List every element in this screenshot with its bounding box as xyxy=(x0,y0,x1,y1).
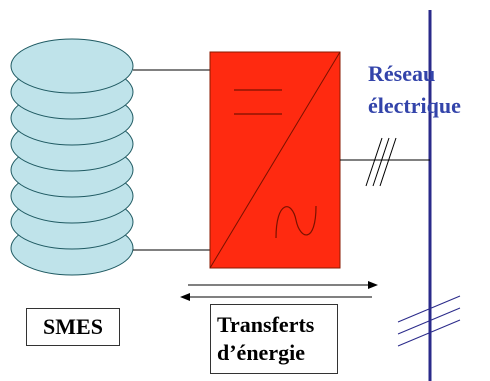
energy-transfer-label-line2: d’énergie xyxy=(217,340,305,365)
three-phase-marks-grid xyxy=(397,295,461,347)
three-phase-marks-upper xyxy=(365,137,397,187)
converter-block xyxy=(209,51,341,269)
grid-label-line1: Réseau xyxy=(368,61,436,86)
energy-transfer-arrows xyxy=(180,281,378,301)
ac-symbol-wave xyxy=(275,205,317,239)
coil-disc xyxy=(10,38,134,94)
smes-label-box: SMES xyxy=(26,308,120,346)
smes-label: SMES xyxy=(43,314,103,339)
grid-label: Réseau électrique xyxy=(368,58,490,122)
energy-transfer-label-line1: Transferts xyxy=(217,312,315,337)
grid-label-line2: électrique xyxy=(368,93,461,118)
converter-diagonal xyxy=(209,51,341,269)
smes-coil xyxy=(10,38,134,276)
energy-transfer-label-box: Transferts d’énergie xyxy=(210,304,338,374)
